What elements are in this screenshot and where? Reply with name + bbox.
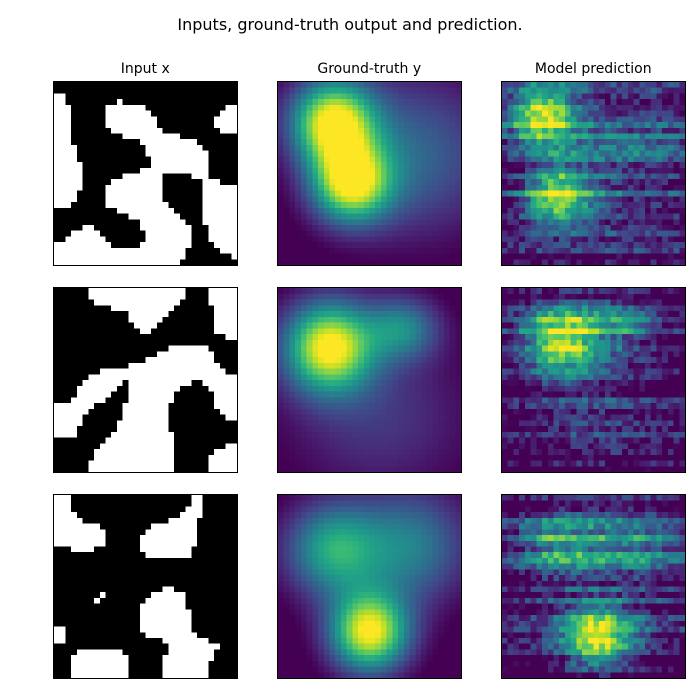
column-title-2: Model prediction [501,61,687,77]
panel-r2-c0 [53,494,239,680]
figure: Inputs, ground-truth output and predicti… [0,0,700,700]
panel-r2-c1 [277,494,463,680]
figure-suptitle: Inputs, ground-truth output and predicti… [0,15,700,34]
panel-r1-c1 [277,287,463,473]
panel-r1-c0 [53,287,239,473]
panel-r0-c0 [53,81,239,267]
heatmap-image [502,82,686,266]
panel-r1-c2 [501,287,687,473]
heatmap-image [278,82,462,266]
column-title-0: Input x [53,61,239,77]
panel-r0-c2 [501,81,687,267]
panel-r2-c2 [501,494,687,680]
heatmap-image [502,495,686,679]
heatmap-image [278,288,462,472]
binary-mask-image [54,82,238,266]
binary-mask-image [54,495,238,679]
panel-r0-c1 [277,81,463,267]
heatmap-image [502,288,686,472]
column-title-1: Ground-truth y [277,61,463,77]
heatmap-image [278,495,462,679]
binary-mask-image [54,288,238,472]
